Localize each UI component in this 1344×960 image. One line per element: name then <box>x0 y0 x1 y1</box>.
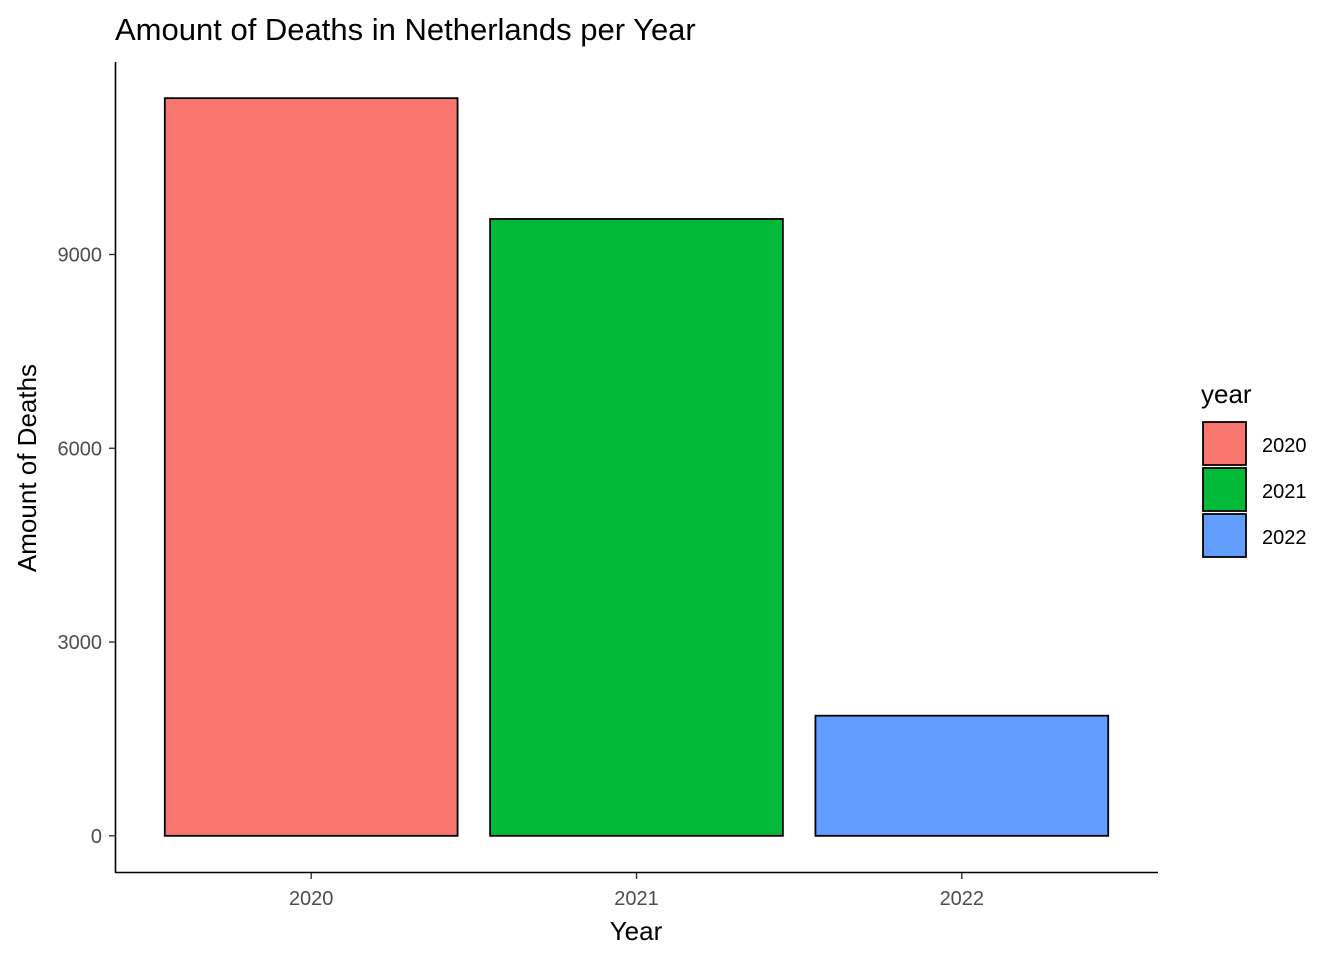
y-tick-label: 0 <box>91 826 102 848</box>
legend-label-2021: 2021 <box>1262 481 1307 503</box>
bars-group <box>163 97 1110 837</box>
y-tick-label: 9000 <box>58 244 103 266</box>
legend-title: year <box>1201 379 1252 409</box>
bar-2020 <box>163 97 459 837</box>
y-ticks-group: 0 3000 6000 9000 <box>58 244 115 848</box>
y-tick-label: 3000 <box>58 632 103 654</box>
legend-label-2020: 2020 <box>1262 435 1307 457</box>
x-tick-label: 2021 <box>614 888 659 910</box>
legend-swatch-2022 <box>1202 513 1247 558</box>
y-tick-label: 6000 <box>58 438 103 460</box>
legend-label-2022: 2022 <box>1262 527 1307 549</box>
x-tick-label: 2022 <box>940 888 985 910</box>
legend-swatch-2020 <box>1202 421 1247 466</box>
y-axis-title: Amount of Deaths <box>12 364 42 572</box>
chart-title: Amount of Deaths in Netherlands per Year <box>115 12 696 47</box>
x-ticks-group: 2020 2021 2022 <box>289 873 984 910</box>
bar-2021 <box>489 218 784 837</box>
x-axis-title: Year <box>610 916 663 946</box>
bar-2022 <box>814 714 1110 837</box>
legend-swatch-2021 <box>1202 467 1247 512</box>
legend: year 2020 2021 2022 <box>1201 379 1307 558</box>
x-tick-label: 2020 <box>289 888 334 910</box>
